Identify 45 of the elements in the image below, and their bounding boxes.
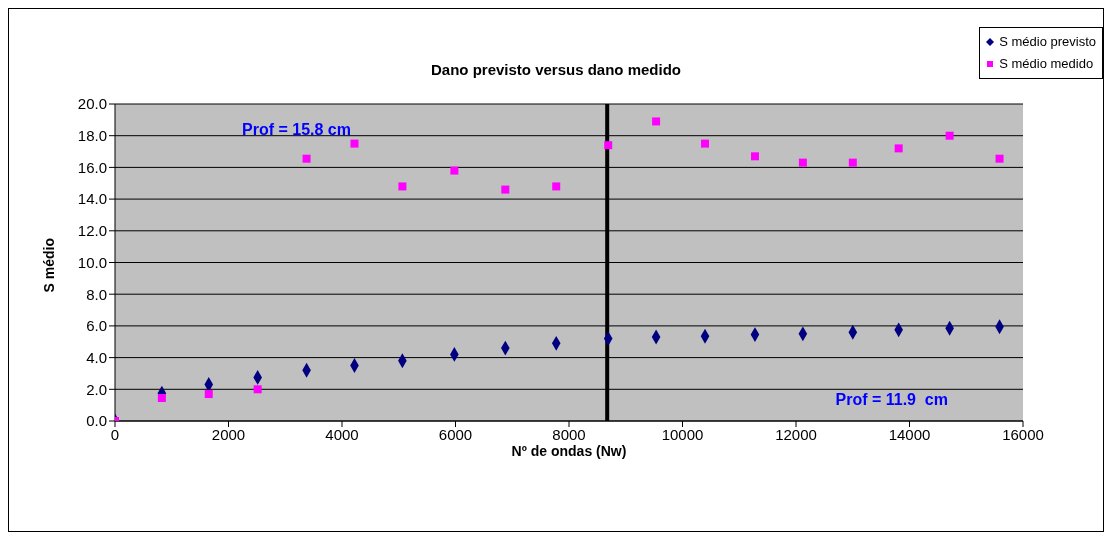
x-tick-label: 6000 xyxy=(438,425,473,443)
y-tick-label: 6.0 xyxy=(86,317,107,335)
point xyxy=(552,182,561,191)
y-tick-label: 2.0 xyxy=(86,380,107,398)
x-tick-label: 16000 xyxy=(1002,425,1044,443)
point xyxy=(995,154,1004,163)
y-axis-title: S médio xyxy=(40,238,57,293)
chart-title: Dano previsto versus dano medido xyxy=(430,61,682,78)
x-tick-label: 4000 xyxy=(325,425,359,443)
point xyxy=(894,144,903,153)
legend-label: S médio medido xyxy=(998,55,1095,73)
y-tick-label: 12.0 xyxy=(77,222,107,240)
point xyxy=(302,154,311,163)
point xyxy=(701,139,710,148)
point xyxy=(501,185,510,194)
y-tick-label: 18.0 xyxy=(77,127,107,145)
point xyxy=(350,139,359,148)
x-tick-label: 12000 xyxy=(775,425,817,443)
y-tick-label: 8.0 xyxy=(86,285,107,303)
point xyxy=(204,390,213,399)
x-tick-label: 2000 xyxy=(211,425,246,443)
x-tick-label: 10000 xyxy=(661,425,704,443)
y-tick-label: 20.0 xyxy=(77,95,107,113)
point xyxy=(450,166,459,175)
y-tick-label: 14.0 xyxy=(77,190,107,208)
x-tick-label: 8000 xyxy=(552,425,586,443)
legend-label: S médio previsto xyxy=(998,33,1096,51)
point xyxy=(848,158,857,167)
y-tick-label: 10.0 xyxy=(77,253,107,271)
x-tick-label: 14000 xyxy=(888,425,931,443)
point xyxy=(604,141,613,150)
y-tick-label: 16.0 xyxy=(77,158,107,176)
point xyxy=(750,152,759,161)
x-axis-title: Nº de ondas (Nw) xyxy=(511,443,627,459)
point xyxy=(157,394,166,403)
annotation: Prof = 11.9 cm xyxy=(835,391,948,409)
point xyxy=(945,131,954,140)
point xyxy=(398,182,407,191)
y-tick-label: 4.0 xyxy=(86,348,107,366)
annotation: Prof = 15.8 cm xyxy=(242,121,351,139)
point xyxy=(652,117,661,126)
point xyxy=(253,385,262,394)
point xyxy=(798,158,807,167)
y-tick-label: 0.0 xyxy=(86,412,107,430)
x-tick-label: 0 xyxy=(110,425,120,443)
